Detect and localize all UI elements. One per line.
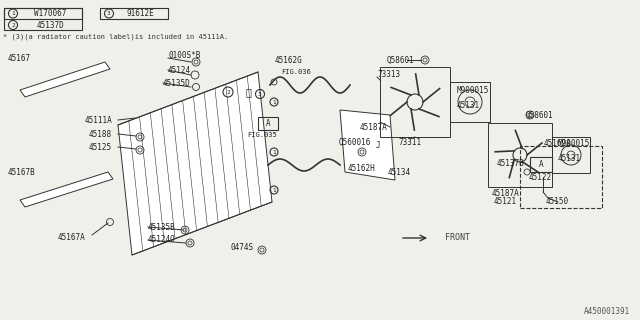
Text: 45167A: 45167A [58,234,86,243]
Text: 1: 1 [272,188,276,193]
Text: A450001391: A450001391 [584,308,630,316]
Bar [552,137,590,173]
Bar [4,8,82,30]
Text: 45125: 45125 [89,142,112,151]
Text: 45135B: 45135B [148,222,176,231]
Text: 45162H: 45162H [348,164,376,172]
Text: 73313: 73313 [377,69,400,78]
Text: 45124O: 45124O [148,236,176,244]
Text: 1: 1 [272,100,276,105]
Bar [520,146,602,208]
Text: 45131: 45131 [457,100,480,109]
Text: FIG.036: FIG.036 [281,69,311,75]
Text: 45124: 45124 [168,66,191,75]
Text: 91612E: 91612E [126,9,154,18]
Text: 1: 1 [11,11,15,16]
Text: Q58601: Q58601 [386,55,414,65]
Text: 45134: 45134 [388,167,411,177]
Text: 45188: 45188 [89,130,112,139]
Text: 45167: 45167 [8,53,31,62]
Text: 0474S: 0474S [230,244,253,252]
Polygon shape [340,110,395,180]
Text: 0100S*B: 0100S*B [168,51,200,60]
Text: 73311: 73311 [399,138,422,147]
Text: 45150: 45150 [545,197,568,206]
Text: 2: 2 [11,22,15,28]
Text: 45187A: 45187A [360,123,388,132]
Text: 45167B: 45167B [8,167,36,177]
Text: 45187A: 45187A [491,188,519,197]
Text: 3: 3 [107,11,111,16]
Polygon shape [20,62,110,97]
Text: 45131: 45131 [558,154,581,163]
Text: 45111A: 45111A [84,116,112,124]
Bar [450,82,490,122]
Bar [530,157,552,172]
Bar [4,8,82,19]
Text: 45121: 45121 [493,197,516,206]
Text: W170067: W170067 [34,9,66,18]
Bar [100,8,168,19]
Polygon shape [118,72,272,255]
Text: 45162A: 45162A [543,139,571,148]
Text: 45137B: 45137B [496,158,524,167]
Polygon shape [20,172,113,207]
Text: Q58601: Q58601 [526,110,554,119]
Bar [258,117,278,130]
Text: 1: 1 [272,149,276,155]
Text: * (3)(a radiator caution label)is included in 45111A.: * (3)(a radiator caution label)is includ… [3,34,228,40]
Text: 2: 2 [226,90,230,94]
Text: J: J [376,140,380,149]
Text: 45135D: 45135D [163,78,191,87]
Text: 45137D: 45137D [36,20,64,29]
Text: FIG.035: FIG.035 [247,132,277,138]
Text: Q560016: Q560016 [339,138,371,147]
Text: M900015: M900015 [457,85,490,94]
Text: A: A [539,160,543,169]
Bar [488,123,552,187]
Text: A: A [266,119,270,128]
Text: 45162G: 45162G [274,55,302,65]
Text: 45122: 45122 [529,172,552,181]
Bar [380,67,450,137]
Text: M900015: M900015 [558,139,590,148]
Text: 3: 3 [258,92,262,97]
Text: FRONT: FRONT [445,234,470,243]
Text: ※: ※ [245,87,251,97]
